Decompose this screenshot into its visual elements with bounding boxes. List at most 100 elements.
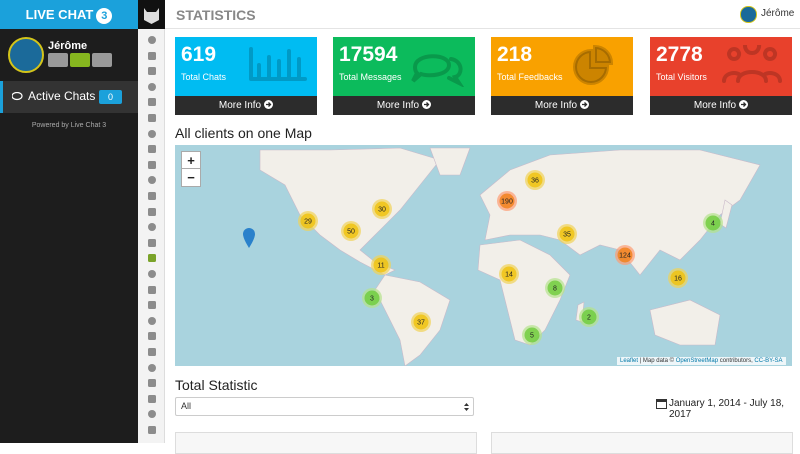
nav-icon[interactable] <box>147 316 157 326</box>
cluster[interactable]: 190 <box>497 191 517 211</box>
cluster[interactable]: 8 <box>545 278 565 298</box>
cluster[interactable]: 16 <box>668 268 688 288</box>
nav-icon[interactable] <box>147 113 157 123</box>
osm-link[interactable]: OpenStreetMap <box>675 358 719 364</box>
stat-value: 2778 <box>656 43 703 66</box>
chats-icon <box>12 92 23 101</box>
cluster[interactable]: 30 <box>372 199 392 219</box>
cluster-count: 36 <box>531 178 539 185</box>
nav-icon[interactable] <box>147 207 157 217</box>
active-chats-badge: 0 <box>99 90 122 104</box>
cluster[interactable]: 29 <box>298 211 318 231</box>
stat-link[interactable]: More Info <box>175 96 317 115</box>
cluster[interactable]: 4 <box>703 213 723 233</box>
stat-link[interactable]: More Info <box>333 96 475 115</box>
cluster-core <box>501 266 517 282</box>
select-arrows <box>464 403 469 411</box>
cluster[interactable]: 36 <box>525 170 545 190</box>
calendar-icon <box>656 399 667 409</box>
arrow-head <box>424 102 430 107</box>
cluster[interactable]: 124 <box>615 245 635 265</box>
license-link[interactable]: CC-BY-SA <box>754 358 783 364</box>
nav-icon-shape <box>148 176 156 185</box>
nav-icon[interactable] <box>147 51 157 61</box>
cluster-core <box>343 223 359 239</box>
nav-icon[interactable] <box>147 253 157 263</box>
sidebar <box>0 0 138 443</box>
mobile-button[interactable] <box>70 53 90 67</box>
arrow-icon <box>739 100 749 109</box>
cluster[interactable]: 2 <box>579 307 599 327</box>
cluster-count: 8 <box>553 286 557 293</box>
nav-icon-shape <box>148 332 156 341</box>
nav-icon-shape <box>148 270 156 278</box>
map-pin[interactable] <box>243 228 255 248</box>
nav-icon[interactable] <box>147 160 157 170</box>
active-chats-label: Active Chats <box>28 89 96 103</box>
nav-icon[interactable] <box>147 347 157 357</box>
chat-button[interactable] <box>92 53 112 67</box>
cluster-count: 11 <box>377 263 384 270</box>
cluster[interactable]: 11 <box>371 255 391 275</box>
zoom-out[interactable]: − <box>181 168 201 187</box>
nav-icon[interactable] <box>147 66 157 76</box>
filter-select[interactable]: All <box>175 397 474 416</box>
leaflet-link[interactable]: Leaflet <box>620 358 639 364</box>
stat-label: Total Messages <box>339 72 402 82</box>
nav-icon-shape <box>148 316 156 325</box>
cluster-count: 35 <box>563 232 571 239</box>
attribution-contributors: contributors, <box>719 358 753 364</box>
date-range[interactable]: January 1, 2014 - July 18, 2017 <box>669 398 785 420</box>
cluster-count: 16 <box>674 276 682 283</box>
cluster[interactable]: 35 <box>557 224 577 244</box>
nav-icon[interactable] <box>147 269 157 279</box>
nav-icon[interactable] <box>147 222 157 232</box>
cluster-count: 37 <box>417 320 425 327</box>
cluster-core <box>547 280 563 296</box>
nav-icon[interactable] <box>147 35 157 45</box>
cluster-core <box>581 309 597 325</box>
cluster-core <box>374 201 390 217</box>
nav-icon[interactable] <box>147 378 157 388</box>
nav-icon[interactable] <box>147 285 157 295</box>
nav-icon[interactable] <box>147 300 157 310</box>
sound-button[interactable] <box>48 53 68 67</box>
nav-icon-shape <box>148 145 156 154</box>
nav-icon[interactable] <box>147 409 157 419</box>
attribution: Leaflet | Map data © OpenStreetMap contr… <box>617 357 786 365</box>
nav-icon[interactable] <box>147 331 157 341</box>
brand-text: LIVE CHAT <box>25 7 94 22</box>
cluster[interactable]: 3 <box>362 288 382 308</box>
nav-icon-shape <box>148 67 156 76</box>
nav-icon[interactable] <box>147 82 157 92</box>
stat-link[interactable]: More Info <box>491 96 633 115</box>
cluster[interactable]: 5 <box>522 325 542 345</box>
nav-icon[interactable] <box>147 144 157 154</box>
nav-icon[interactable] <box>147 191 157 201</box>
brand[interactable]: LIVE CHAT 3 <box>0 0 138 29</box>
nav-icon[interactable] <box>147 425 157 435</box>
stat-value: 17594 <box>339 43 398 66</box>
cluster-core <box>413 314 429 330</box>
page-title: STATISTICS <box>176 7 256 23</box>
nav-icon-shape <box>148 379 156 388</box>
nav-icon[interactable] <box>147 129 157 139</box>
nav-icon-shape <box>148 254 156 263</box>
cluster-count: 4 <box>711 221 715 228</box>
nav-icon[interactable] <box>147 175 157 185</box>
cluster[interactable]: 37 <box>411 312 431 332</box>
stat-icon-shape <box>573 45 614 85</box>
cluster[interactable]: 14 <box>499 264 519 284</box>
logo-icon <box>144 8 159 24</box>
top-user[interactable]: Jérôme <box>761 8 795 19</box>
cluster[interactable]: 50 <box>341 221 361 241</box>
nav-icon[interactable] <box>147 97 157 107</box>
stat-link[interactable]: More Info <box>650 96 792 115</box>
nav-icon-shape <box>148 51 156 60</box>
cluster-count: 3 <box>370 296 374 303</box>
nav-icon[interactable] <box>147 394 157 404</box>
nav-icon[interactable] <box>147 363 157 373</box>
stat-label: Total Visitors <box>656 72 707 82</box>
stat-icon <box>722 45 782 83</box>
nav-icon[interactable] <box>147 238 157 248</box>
